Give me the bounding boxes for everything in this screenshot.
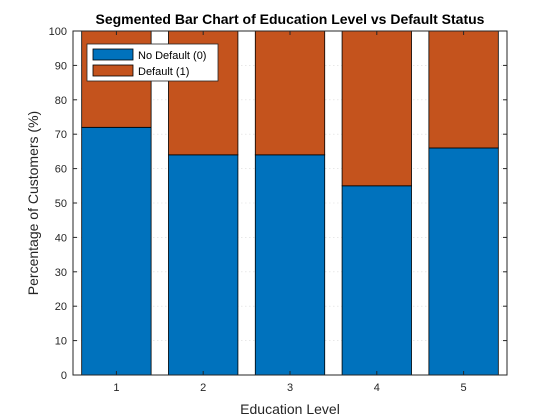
chart-title: Segmented Bar Chart of Education Level v… <box>96 11 485 27</box>
x-tick-label: 2 <box>200 382 206 394</box>
legend-label-no-default: No Default (0) <box>138 50 206 62</box>
y-tick-label: 100 <box>49 26 67 38</box>
bar-segment-no-default <box>81 126 152 376</box>
bar-segment-no-default <box>254 154 326 376</box>
y-tick-label: 20 <box>55 301 67 313</box>
x-tick-label: 4 <box>374 382 380 394</box>
y-tick-label: 30 <box>55 267 67 279</box>
y-tick-label: 10 <box>55 336 67 348</box>
y-tick-label: 0 <box>61 370 67 382</box>
x-axis-label: Education Level <box>240 401 340 417</box>
x-tick-label: 3 <box>287 382 293 394</box>
y-tick-label: 90 <box>55 60 67 72</box>
bar-segment-default <box>341 30 412 187</box>
x-tick-label: 5 <box>461 382 467 394</box>
legend: No Default (0) Default (1) <box>86 43 219 82</box>
bar-segment-default <box>254 30 326 156</box>
bars <box>81 30 499 376</box>
y-tick-label: 80 <box>55 95 67 107</box>
y-axis-ticks: 0 10 20 30 40 50 60 70 80 90 100 <box>49 26 507 382</box>
bar-segment-no-default <box>168 154 239 376</box>
y-axis-label: Percentage of Customers (%) <box>25 111 41 295</box>
bar-segment-no-default <box>428 147 499 376</box>
x-tick-label: 1 <box>113 382 119 394</box>
bar-segment-no-default <box>341 185 412 376</box>
y-tick-label: 60 <box>55 164 67 176</box>
legend-swatch-no-default <box>92 48 134 61</box>
y-tick-label: 40 <box>55 232 67 244</box>
legend-label-default: Default (1) <box>138 66 189 78</box>
x-axis-ticks: 1 2 3 4 5 <box>113 31 467 394</box>
y-tick-label: 70 <box>55 129 67 141</box>
bar-segment-default <box>428 30 499 149</box>
legend-swatch-default <box>92 64 134 77</box>
y-tick-label: 50 <box>55 198 67 210</box>
